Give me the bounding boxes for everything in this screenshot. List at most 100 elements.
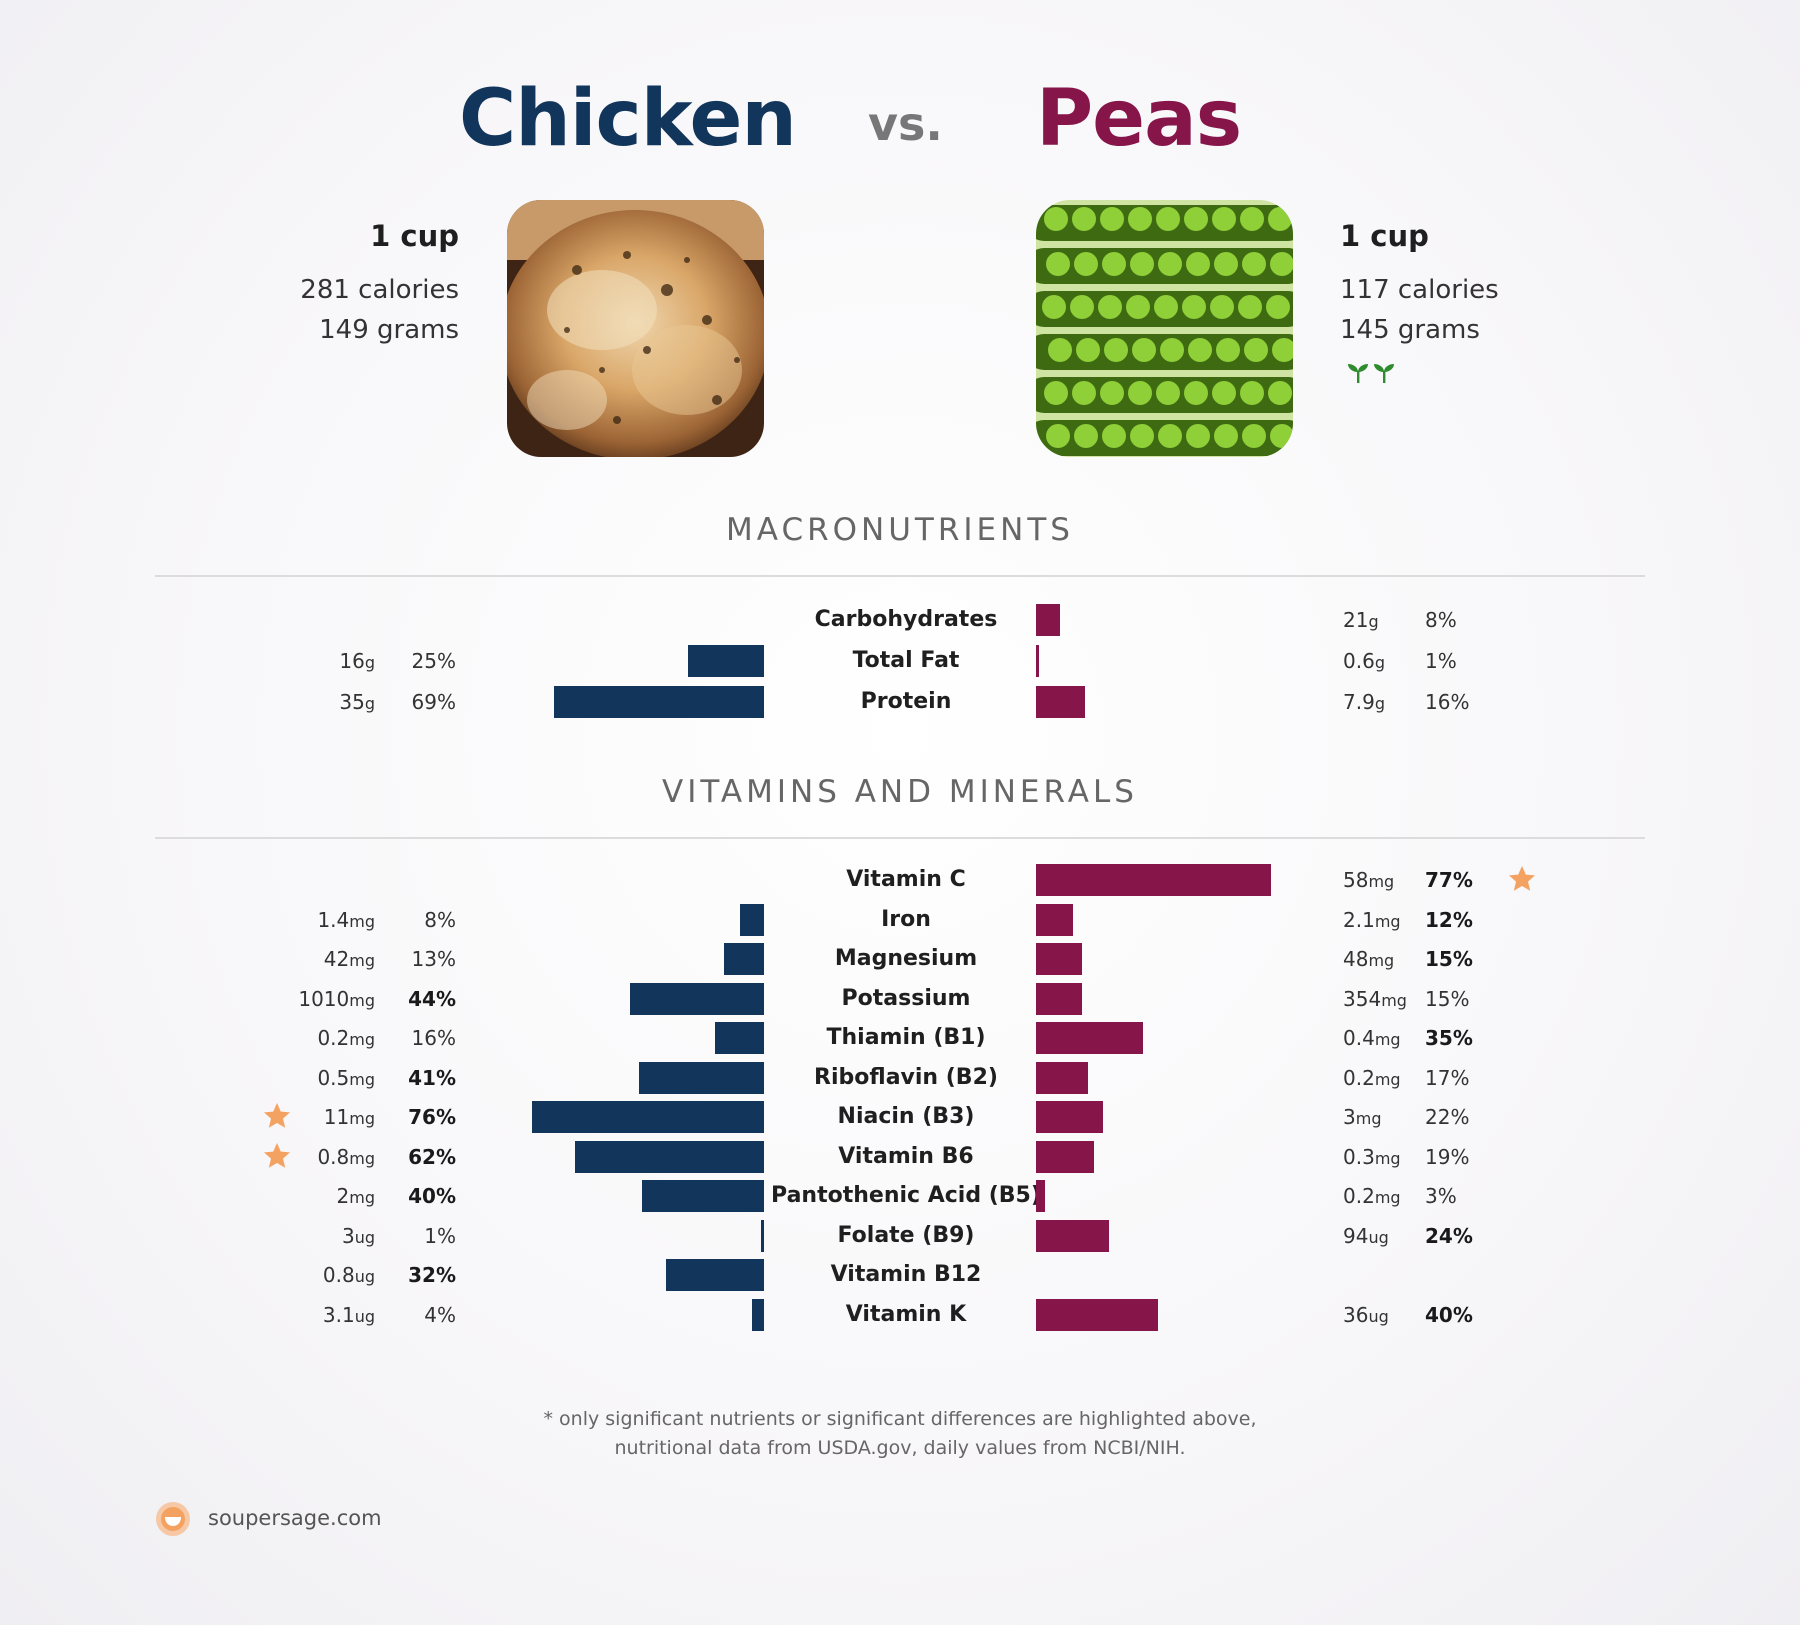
peas-amount: 0.6g <box>1343 646 1385 678</box>
chicken-bar <box>666 1259 764 1291</box>
chicken-amount-unit: ug <box>354 1306 375 1326</box>
peas-daily-value: 35% <box>1425 1026 1473 1050</box>
star-icon <box>264 1103 290 1128</box>
chicken-amount-unit: mg <box>349 1109 375 1128</box>
chicken-amount: 2mg <box>225 1181 375 1213</box>
chicken-amount-number: 0.8 <box>317 1144 350 1169</box>
chicken-amount-number: 1010 <box>298 986 350 1011</box>
brand-link[interactable]: soupersage.com <box>208 1506 382 1530</box>
star-icon <box>1509 866 1535 891</box>
peas-amount-unit: mg <box>1368 951 1395 970</box>
nutrient-label: Carbohydrates <box>814 607 998 632</box>
peas-amount-number: 2.1 <box>1343 907 1375 932</box>
peas-amount: 3mg <box>1343 1102 1381 1134</box>
peas-amount: 0.2mg <box>1343 1181 1401 1213</box>
chicken-amount-unit: mg <box>349 951 375 970</box>
chicken-amount-unit: mg <box>349 1188 375 1207</box>
peas-bar <box>1036 982 1082 1015</box>
peas-bar <box>1036 1061 1088 1094</box>
peas-amount: 48mg <box>1343 944 1394 976</box>
nutrient-label: Folate (B9) <box>837 1222 975 1248</box>
macros-divider <box>155 575 1645 577</box>
chicken-bar <box>760 1219 764 1252</box>
nutrient-label: Magnesium <box>834 946 978 971</box>
chicken-amount-unit: mg <box>349 1069 375 1089</box>
chicken-daily-value: 62% <box>408 1144 456 1169</box>
chicken-daily-value: 25% <box>411 649 456 673</box>
chicken-bar <box>642 1180 764 1212</box>
nutrient-label: Vitamin K <box>845 1301 967 1327</box>
chicken-amount: 0.8ug <box>225 1260 375 1292</box>
chicken-bar <box>687 645 764 677</box>
chicken-amount: 0.2mg <box>225 1023 375 1055</box>
chicken-daily-value: 1% <box>424 1223 456 1248</box>
peas-amount-number: 36 <box>1343 1302 1369 1327</box>
peas-amount-unit: mg <box>1355 1109 1382 1128</box>
chicken-bar <box>751 1298 764 1331</box>
nutrient-label: Vitamin B12 <box>830 1262 982 1287</box>
chicken-daily-value: 8% <box>424 907 456 932</box>
chicken-amount-unit: mg <box>349 990 375 1010</box>
chicken-amount-unit: ug <box>354 1267 375 1286</box>
chicken-amount-number: 1.4 <box>317 907 350 932</box>
chicken-bar <box>739 903 764 936</box>
chicken-daily-value: 16% <box>411 1026 456 1050</box>
peas-bar <box>1036 1219 1110 1252</box>
peas-daily-value: 12% <box>1425 907 1473 932</box>
chicken-daily-value: 44% <box>408 986 456 1011</box>
chicken-amount-number: 2 <box>336 1184 350 1208</box>
chicken-amount-unit: g <box>364 694 375 713</box>
chicken-amount: 1010mg <box>225 984 375 1016</box>
chicken-bar <box>532 1101 764 1133</box>
peas-amount-unit: g <box>1374 694 1385 713</box>
peas-bar <box>1036 604 1061 636</box>
peas-bar <box>1036 1140 1094 1173</box>
peas-amount: 0.2mg <box>1343 1063 1401 1095</box>
peas-image <box>1036 200 1293 457</box>
right-calories: 117 calories <box>1340 275 1499 305</box>
chicken-amount-number: 3 <box>341 1223 355 1248</box>
peas-bar <box>1036 943 1082 975</box>
nutrient-label: Thiamin (B1) <box>826 1025 986 1050</box>
chicken-amount-number: 11 <box>323 1105 350 1129</box>
chicken-amount: 42mg <box>225 944 375 976</box>
footnote-line-2: nutritional data from USDA.gov, daily va… <box>614 1437 1186 1459</box>
chicken-amount: 0.8mg <box>225 1142 375 1174</box>
peas-daily-value: 3% <box>1425 1184 1457 1208</box>
roast-chicken-illustration <box>507 200 764 457</box>
chicken-amount-number: 0.2 <box>317 1026 350 1050</box>
soupersage-logo-icon <box>156 1502 190 1536</box>
chicken-amount-number: 0.5 <box>317 1065 350 1090</box>
nutrient-label: Vitamin C <box>846 867 966 892</box>
peas-bar <box>1036 1101 1104 1133</box>
peas-amount: 7.9g <box>1343 687 1385 719</box>
chicken-bar <box>574 1140 764 1173</box>
left-calories: 281 calories <box>300 275 459 305</box>
chicken-bar <box>715 1022 764 1054</box>
peas-amount-number: 0.3 <box>1343 1144 1375 1169</box>
chicken-bar <box>724 943 764 975</box>
peas-amount-unit: mg <box>1368 872 1395 891</box>
peas-amount-unit: mg <box>1374 911 1401 931</box>
nutrient-label: Vitamin B6 <box>838 1143 974 1169</box>
peas-amount-unit: mg <box>1374 1148 1401 1168</box>
chicken-bar <box>638 1061 764 1094</box>
peas-daily-value: 17% <box>1425 1065 1470 1090</box>
peas-bar <box>1036 645 1040 677</box>
chicken-bar <box>629 982 764 1015</box>
footnote-line-1: * only significant nutrients or signific… <box>543 1408 1257 1430</box>
peas-amount-number: 94 <box>1343 1223 1369 1248</box>
macronutrients-title: MACRONUTRIENTS <box>726 512 1074 548</box>
chicken-amount-number: 42 <box>323 947 350 971</box>
peas-bar <box>1036 903 1073 936</box>
chicken-amount: 35g <box>225 687 375 719</box>
chicken-amount-unit: mg <box>349 1030 375 1049</box>
chicken-daily-value: 69% <box>411 690 456 714</box>
peas-daily-value: 15% <box>1425 947 1473 971</box>
right-food-title: Peas <box>1036 74 1242 164</box>
chicken-amount-unit: mg <box>349 1148 375 1168</box>
peas-daily-value: 40% <box>1425 1302 1473 1327</box>
nutrient-label: Total Fat <box>852 648 960 673</box>
peas-amount-unit: g <box>1374 653 1385 672</box>
chicken-image <box>507 200 764 457</box>
